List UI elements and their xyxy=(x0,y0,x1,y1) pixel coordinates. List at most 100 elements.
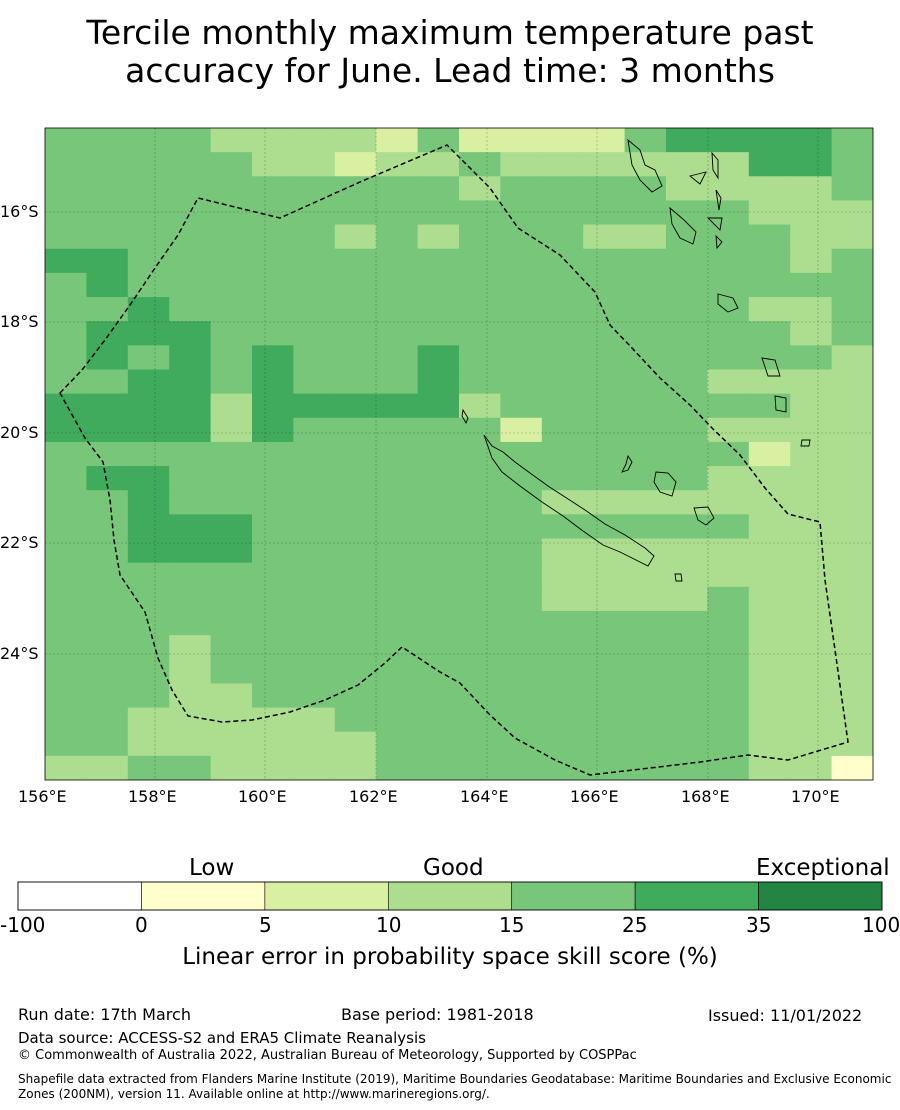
grid-cell xyxy=(541,417,584,443)
colorbar-tick: 100 xyxy=(862,913,900,937)
grid-cell xyxy=(210,248,253,274)
grid-cell xyxy=(459,683,501,709)
grid-cell xyxy=(583,321,626,346)
grid-cell xyxy=(583,369,626,395)
grid-cell xyxy=(748,562,791,588)
grid-cell xyxy=(252,176,294,202)
grid-cell xyxy=(748,152,791,177)
grid-cell xyxy=(624,272,667,298)
grid-cell xyxy=(169,152,212,177)
grid-cell xyxy=(334,417,377,443)
grid-cell xyxy=(127,176,170,202)
grid-cell xyxy=(169,610,212,636)
grid-cell xyxy=(707,586,750,612)
grid-cell xyxy=(293,441,336,467)
grid-cell xyxy=(790,200,833,226)
colorbar-tick: 0 xyxy=(135,913,148,937)
grid-cell xyxy=(831,635,873,660)
grid-cell xyxy=(748,369,791,395)
grid-cell xyxy=(252,369,294,395)
grid-cell xyxy=(417,248,460,274)
grid-cell xyxy=(707,321,750,346)
grid-cell xyxy=(707,538,750,564)
grid-cell xyxy=(748,538,791,564)
grid-cell xyxy=(334,200,377,226)
grid-cell xyxy=(417,321,460,346)
grid-cell xyxy=(666,441,708,467)
grid-cell xyxy=(376,755,419,780)
grid-cell xyxy=(376,393,419,419)
grid-cell xyxy=(417,152,460,177)
grid-cell xyxy=(583,176,626,202)
grid-cell xyxy=(376,490,419,515)
grid-cell xyxy=(790,683,833,709)
grid-cell xyxy=(293,417,336,443)
grid-cell xyxy=(127,755,170,780)
grid-cell xyxy=(459,297,501,322)
grid-cell xyxy=(500,659,543,685)
grid-cell xyxy=(541,466,584,491)
grid-cell xyxy=(417,610,460,636)
grid-cell xyxy=(707,490,750,515)
grid-cell xyxy=(707,272,750,298)
grid-cell xyxy=(790,224,833,250)
grid-cell xyxy=(583,635,626,660)
grid-cell xyxy=(666,393,708,419)
grid-cell xyxy=(86,200,129,226)
grid-cell xyxy=(666,152,708,177)
grid-cell xyxy=(210,152,253,177)
grid-cell xyxy=(210,297,253,322)
grid-cell xyxy=(831,755,873,780)
grid-cell xyxy=(583,562,626,588)
grid-cell xyxy=(334,321,377,346)
skill-score-grid xyxy=(45,128,873,780)
colorbar-tick: 10 xyxy=(376,913,402,937)
grid-cell xyxy=(127,393,170,419)
grid-cell xyxy=(666,200,708,226)
grid-cell xyxy=(127,417,170,443)
grid-cell xyxy=(583,128,626,153)
grid-cell xyxy=(541,321,584,346)
grid-cell xyxy=(666,683,708,709)
grid-cell xyxy=(541,755,584,780)
grid-cell xyxy=(376,272,419,298)
grid-cell xyxy=(583,152,626,177)
grid-cell xyxy=(666,755,708,780)
grid-cell xyxy=(86,441,129,467)
colorbar-segment xyxy=(511,881,636,911)
grid-cell xyxy=(831,321,873,346)
grid-cell xyxy=(334,224,377,250)
grid-cell xyxy=(748,755,791,780)
grid-cell xyxy=(707,610,750,636)
grid-cell xyxy=(293,272,336,298)
grid-cell xyxy=(127,441,170,467)
grid-cell xyxy=(127,538,170,564)
grid-cell xyxy=(666,635,708,660)
grid-cell xyxy=(169,659,212,685)
grid-cell xyxy=(252,490,294,515)
grid-cell xyxy=(86,659,129,685)
grid-cell xyxy=(210,586,253,612)
grid-cell xyxy=(707,393,750,419)
grid-cell xyxy=(127,707,170,733)
grid-cell xyxy=(831,393,873,419)
grid-cell xyxy=(334,248,377,274)
grid-cell xyxy=(707,562,750,588)
colorbar-category-exceptional: Exceptional xyxy=(756,855,890,881)
grid-cell xyxy=(210,393,253,419)
grid-cell xyxy=(210,345,253,371)
grid-cell xyxy=(127,490,170,515)
grid-cell xyxy=(831,731,873,757)
lat-label-24s: 24°S xyxy=(0,644,39,663)
grid-cell xyxy=(210,272,253,298)
grid-cell xyxy=(624,224,667,250)
grid-cell xyxy=(624,707,667,733)
grid-cell xyxy=(666,610,708,636)
grid-cell xyxy=(45,707,87,733)
grid-cell xyxy=(334,538,377,564)
grid-cell xyxy=(45,610,87,636)
grid-cell xyxy=(252,755,294,780)
vanuatu-malekula xyxy=(669,206,697,245)
grid-cell xyxy=(459,635,501,660)
grid-cell xyxy=(707,441,750,467)
